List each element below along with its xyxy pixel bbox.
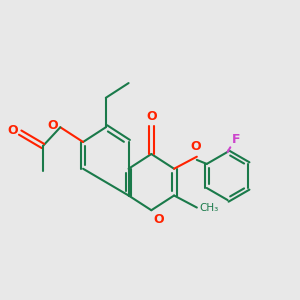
- Text: O: O: [154, 213, 164, 226]
- Text: O: O: [8, 124, 18, 137]
- Text: F: F: [232, 133, 240, 146]
- Text: O: O: [48, 119, 58, 132]
- Text: O: O: [190, 140, 201, 154]
- Text: O: O: [146, 110, 157, 123]
- Text: CH₃: CH₃: [199, 202, 218, 213]
